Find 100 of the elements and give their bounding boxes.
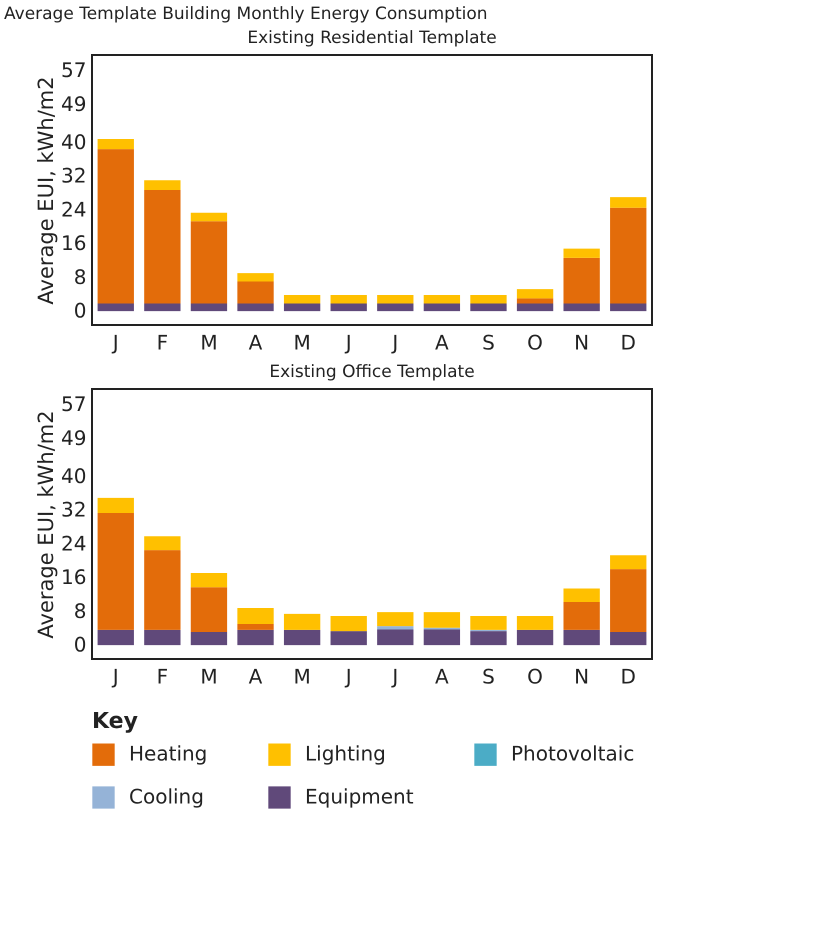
legend-title: Key: [92, 709, 138, 734]
bar: [144, 190, 181, 304]
y-tick-label: 40: [61, 130, 86, 154]
x-tick-label: F: [156, 330, 168, 354]
x-tick-label: A: [435, 330, 450, 354]
bar: [516, 616, 554, 630]
bar: [563, 303, 600, 312]
bar: [98, 498, 134, 514]
y-tick-label: 32: [61, 498, 86, 522]
bar: [516, 289, 554, 298]
x-tick-label: O: [527, 330, 543, 354]
x-tick-label: D: [620, 330, 636, 354]
legend-label: Heating: [129, 742, 208, 766]
x-tick-label: J: [344, 664, 352, 688]
bar: [470, 616, 507, 630]
bar: [237, 303, 274, 312]
bar: [330, 295, 367, 304]
y-tick-label: 24: [61, 531, 86, 556]
y-tick-label: 49: [61, 92, 86, 116]
y-tick-label: 8: [74, 598, 86, 623]
bar: [190, 587, 228, 632]
bar: [563, 258, 600, 304]
x-tick-label: M: [200, 330, 218, 354]
bar: [190, 303, 228, 312]
y-tick-label: 0: [74, 298, 86, 323]
x-tick-label: S: [482, 664, 495, 688]
x-tick-label: S: [482, 330, 495, 354]
y-tick-label: 16: [61, 231, 86, 256]
bar: [237, 282, 274, 304]
bar: [144, 630, 181, 646]
x-tick-label: N: [574, 330, 590, 354]
bar: [284, 614, 320, 630]
x-tick-label: J: [390, 330, 398, 354]
bar: [563, 588, 600, 602]
y-tick-label: 8: [74, 264, 86, 289]
bar: [610, 208, 646, 304]
legend-label: Lighting: [305, 742, 386, 766]
bar: [610, 632, 646, 646]
x-tick-label: O: [527, 664, 543, 688]
bar: [144, 536, 181, 550]
bar: [98, 303, 134, 312]
y-tick-label: 16: [61, 565, 86, 590]
bar: [377, 626, 414, 630]
bar: [377, 629, 414, 646]
y-axis-title: Average EUI, kWh/m2: [34, 76, 58, 305]
bar: [377, 295, 414, 304]
y-tick-label: 57: [61, 392, 86, 416]
bar: [330, 303, 367, 312]
bar: [563, 630, 600, 646]
bar: [237, 273, 274, 282]
y-tick-label: 49: [61, 426, 86, 450]
bar: [98, 149, 134, 304]
bar: [424, 303, 460, 312]
x-tick-label: A: [248, 664, 263, 688]
bar: [470, 303, 507, 312]
bar: [98, 138, 134, 150]
bar: [516, 303, 554, 312]
bar: [516, 298, 554, 304]
x-tick-label: J: [110, 330, 119, 354]
bar: [98, 630, 134, 646]
bar: [563, 248, 600, 258]
bar: [330, 631, 367, 646]
y-axis-title: Average EUI, kWh/m2: [34, 410, 58, 639]
bar: [237, 608, 274, 624]
bar: [377, 612, 414, 626]
legend-label: Photovoltaic: [511, 742, 634, 766]
bar: [190, 572, 228, 588]
bar: [470, 631, 507, 646]
x-tick-label: A: [435, 664, 450, 688]
bar: [610, 197, 646, 208]
bar: [424, 295, 460, 304]
x-tick-label: M: [293, 664, 311, 688]
bar: [190, 632, 228, 646]
y-tick-label: 57: [61, 58, 86, 82]
y-tick-label: 24: [61, 197, 86, 222]
chart-title: Existing Residential Template: [247, 28, 497, 48]
bar: [284, 303, 320, 312]
bar: [284, 630, 320, 646]
x-tick-label: J: [110, 664, 119, 688]
legend-label: Cooling: [129, 784, 204, 808]
legend-label: Equipment: [305, 784, 414, 808]
y-tick-label: 32: [61, 164, 86, 188]
bar: [237, 624, 274, 630]
bar: [424, 612, 460, 628]
x-tick-label: J: [344, 330, 352, 354]
x-tick-label: D: [620, 664, 636, 688]
x-tick-label: N: [574, 664, 590, 688]
bar: [190, 221, 228, 304]
bar: [144, 550, 181, 630]
bar: [190, 212, 228, 222]
bar: [98, 513, 134, 630]
bar: [610, 303, 646, 312]
y-tick-label: 0: [74, 632, 86, 657]
bar: [610, 569, 646, 632]
y-tick-label: 40: [61, 464, 86, 488]
bar: [330, 616, 367, 632]
x-tick-label: F: [156, 664, 168, 688]
x-tick-label: M: [200, 664, 218, 688]
bar: [377, 303, 414, 312]
bar: [424, 629, 460, 646]
